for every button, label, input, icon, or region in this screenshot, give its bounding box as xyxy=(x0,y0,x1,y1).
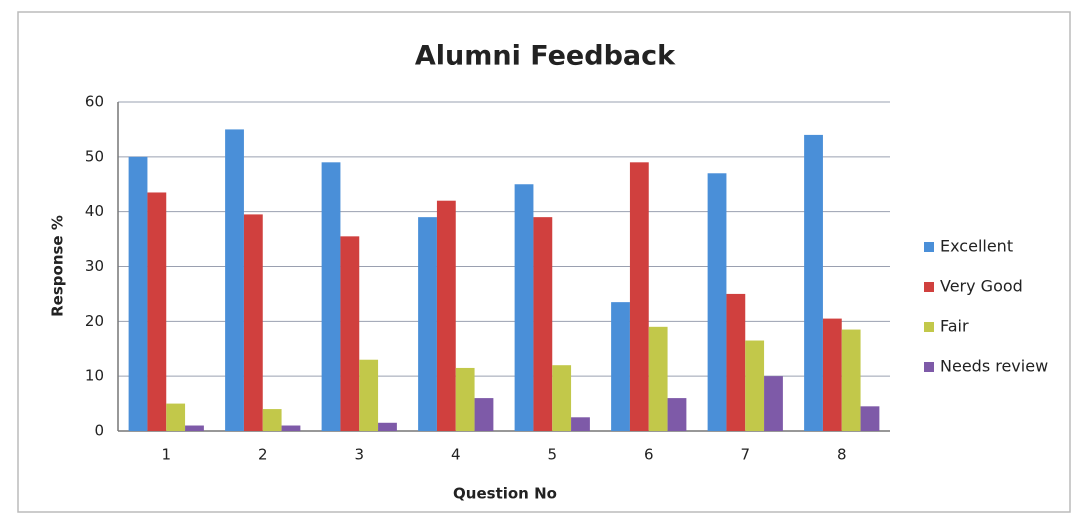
bar xyxy=(860,406,880,431)
x-tick-label: 6 xyxy=(644,446,654,464)
y-tick-label: 40 xyxy=(85,202,104,220)
bar xyxy=(359,359,379,431)
bar xyxy=(418,217,437,431)
legend-swatch xyxy=(924,282,934,292)
bar xyxy=(571,417,590,431)
legend-label: Very Good xyxy=(940,277,1023,296)
bar xyxy=(629,162,649,432)
bar xyxy=(841,329,861,431)
y-tick-label: 0 xyxy=(94,422,104,440)
bar xyxy=(648,326,668,431)
x-tick-label: 1 xyxy=(161,446,171,464)
legend-label: Needs review xyxy=(940,357,1048,376)
bar xyxy=(321,162,341,432)
bar xyxy=(147,192,167,431)
legend-swatch xyxy=(924,362,934,372)
bar xyxy=(378,422,397,431)
legend-swatch xyxy=(924,242,934,252)
y-tick-label: 30 xyxy=(85,257,104,275)
bar xyxy=(611,302,630,431)
bar xyxy=(804,134,823,431)
bar xyxy=(764,376,783,431)
bar xyxy=(166,403,186,431)
bar xyxy=(243,214,263,431)
y-tick-label: 10 xyxy=(85,367,104,385)
bar xyxy=(262,409,282,431)
bar xyxy=(225,129,244,431)
bar xyxy=(533,217,553,431)
x-tick-label: 3 xyxy=(354,446,364,464)
x-tick-label: 2 xyxy=(258,446,268,464)
x-tick-label: 8 xyxy=(837,446,847,464)
y-axis-title: Response % xyxy=(49,215,67,317)
y-tick-label: 20 xyxy=(85,312,104,330)
legend-swatch xyxy=(924,322,934,332)
bar xyxy=(726,293,746,431)
bar xyxy=(745,340,765,431)
x-tick-label: 4 xyxy=(451,446,461,464)
bar xyxy=(474,398,494,431)
bar xyxy=(128,156,148,432)
bar xyxy=(436,200,456,431)
bar xyxy=(281,425,301,431)
bar xyxy=(340,236,360,431)
legend-label: Excellent xyxy=(940,237,1013,256)
bar xyxy=(822,318,842,431)
chart-title: Alumni Feedback xyxy=(415,41,676,72)
x-axis-title: Question No xyxy=(453,485,557,503)
bar xyxy=(455,367,475,431)
bar xyxy=(707,173,727,432)
bar xyxy=(552,365,572,431)
bar xyxy=(667,398,687,431)
chart-border xyxy=(17,11,1071,513)
legend-label: Fair xyxy=(940,317,969,336)
bar xyxy=(514,184,534,431)
y-tick-label: 60 xyxy=(85,93,104,111)
x-tick-label: 5 xyxy=(547,446,557,464)
bar xyxy=(185,425,204,431)
x-tick-label: 7 xyxy=(740,446,750,464)
y-tick-label: 50 xyxy=(85,147,104,165)
